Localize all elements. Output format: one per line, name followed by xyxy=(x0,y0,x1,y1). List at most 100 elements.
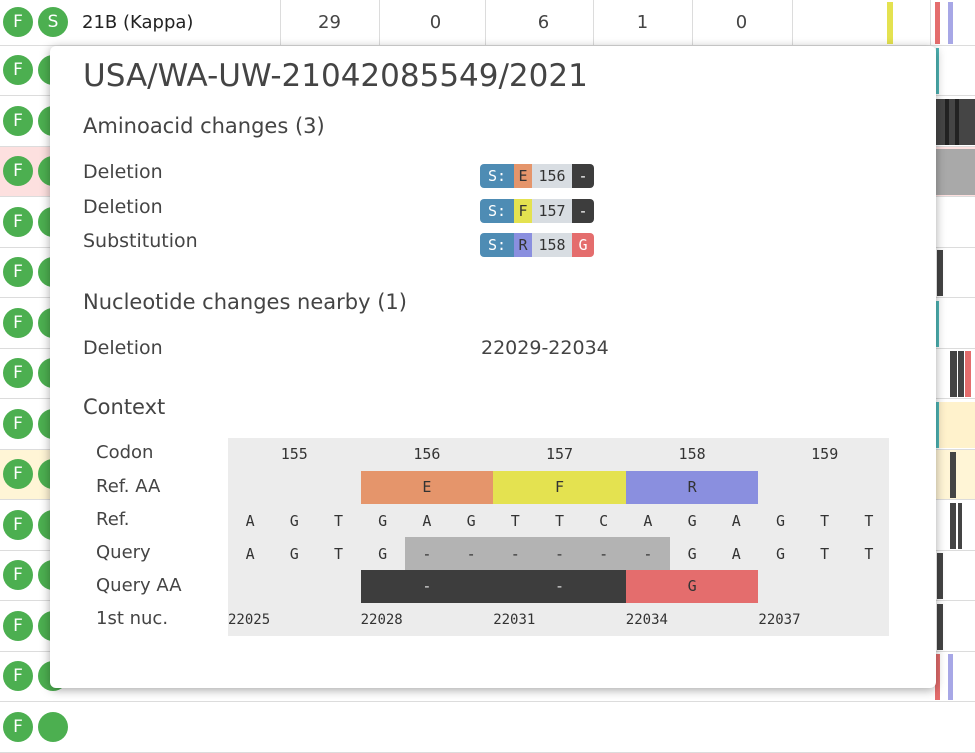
aa-position-label: 158 xyxy=(532,233,572,257)
query-aa-block: - xyxy=(493,570,626,603)
column-divider xyxy=(379,0,380,45)
qc-badge-f[interactable]: F xyxy=(3,459,33,489)
qc-badge-s[interactable]: S xyxy=(38,7,68,37)
qc-badge-f[interactable]: F xyxy=(3,711,33,742)
aa-change-type: Substitution xyxy=(83,230,198,252)
context-grid: 155 156 157 158 159 E F R A G T G A G T T C A G A G T T A G T G - - -… xyxy=(228,438,889,636)
aa-change-badge[interactable]: S: R 158 G xyxy=(480,233,594,257)
mutation-marker xyxy=(936,149,975,195)
qc-badge-f[interactable]: F xyxy=(3,307,33,338)
aa-ref-label: R xyxy=(514,233,532,257)
value-cell: 6 xyxy=(537,12,550,33)
context-label-query: Query xyxy=(96,542,151,563)
query-nucleotide: - xyxy=(466,545,476,563)
qc-badge-f[interactable]: F xyxy=(3,257,33,287)
ref-aa-block: F xyxy=(493,471,626,504)
qc-badge-f[interactable]: F xyxy=(3,509,33,540)
sequence-name-title: USA/WA-UW-21042085549/2021 xyxy=(83,58,588,94)
mutation-marker xyxy=(948,654,953,700)
table-row[interactable]: F S 21B (Kappa) 29 0 6 1 0 xyxy=(0,0,975,46)
first-nuc-position: 22034 xyxy=(625,612,668,628)
nuc-change-range: 22029-22034 xyxy=(481,337,609,359)
qc-badge-f[interactable]: F xyxy=(3,55,33,85)
ref-nucleotide: G xyxy=(466,512,476,530)
ref-nucleotide: T xyxy=(820,512,830,530)
qc-badge-f[interactable]: F xyxy=(3,7,33,37)
value-cell: 1 xyxy=(636,12,649,33)
mutation-marker xyxy=(935,2,940,44)
mutation-marker xyxy=(935,654,940,700)
ref-nucleotide: T xyxy=(510,512,520,530)
aa-ref-label: E xyxy=(514,164,532,188)
aa-ref-label: F xyxy=(514,199,532,223)
query-nucleotide: A xyxy=(245,545,255,563)
mutation-marker xyxy=(950,452,956,498)
context-label-query-aa: Query AA xyxy=(96,575,182,596)
query-nucleotide: T xyxy=(333,545,343,563)
mutation-marker xyxy=(937,553,943,599)
qc-badge-f[interactable]: F xyxy=(3,661,33,691)
query-nucleotide: G xyxy=(378,545,388,563)
mutation-marker xyxy=(945,98,949,145)
deletion-gap-region xyxy=(404,537,670,570)
ref-aa-block: R xyxy=(625,471,759,504)
qc-badge-f[interactable]: F xyxy=(3,408,33,439)
query-nucleotide: G xyxy=(289,545,299,563)
table-row[interactable]: F xyxy=(0,702,975,753)
sequence-tooltip: USA/WA-UW-21042085549/2021 Aminoacid cha… xyxy=(50,46,936,688)
value-cell: 29 xyxy=(318,12,341,33)
qc-badge-partial[interactable] xyxy=(38,711,68,742)
aa-position-label: 157 xyxy=(532,199,572,223)
ref-nucleotide: T xyxy=(554,512,564,530)
first-nuc-position: 22028 xyxy=(360,612,403,628)
aa-change-badge[interactable]: S: F 157- xyxy=(480,199,594,223)
mutation-marker xyxy=(955,98,959,145)
query-nucleotide: - xyxy=(554,545,564,563)
aa-gene-label: S: xyxy=(480,164,514,188)
query-nucleotide: G xyxy=(687,545,697,563)
aa-change-badge[interactable]: S: E 156- xyxy=(480,164,594,188)
qc-badge-f[interactable]: F xyxy=(3,206,33,237)
qc-badge-f[interactable]: F xyxy=(3,560,33,590)
query-nucleotide: - xyxy=(643,545,653,563)
codon-number: 159 xyxy=(811,445,839,463)
mutation-marker xyxy=(936,48,939,94)
ref-nucleotide: A xyxy=(422,512,432,530)
nuc-change-type: Deletion xyxy=(83,337,163,359)
column-divider xyxy=(280,0,281,45)
context-label-codon: Codon xyxy=(96,442,154,463)
query-nucleotide: T xyxy=(864,545,874,563)
qc-badge-f[interactable]: F xyxy=(3,156,33,186)
ref-nucleotide: G xyxy=(289,512,299,530)
aa-query-label: - xyxy=(572,164,594,188)
aa-query-label: G xyxy=(572,233,594,257)
first-nuc-position: 22037 xyxy=(758,612,801,628)
ref-nucleotide: G xyxy=(378,512,388,530)
column-divider xyxy=(692,0,693,45)
qc-badge-f[interactable]: F xyxy=(3,105,33,136)
ref-nucleotide: T xyxy=(333,512,343,530)
mutation-marker xyxy=(948,2,953,44)
mutation-marker xyxy=(936,300,939,347)
query-aa-block: G xyxy=(625,570,759,603)
ref-nucleotide: C xyxy=(599,512,609,530)
codon-number: 157 xyxy=(545,445,574,463)
column-divider xyxy=(930,0,931,45)
nuc-changes-heading: Nucleotide changes nearby (1) xyxy=(83,290,407,314)
query-nucleotide: - xyxy=(599,545,609,563)
qc-badge-f[interactable]: F xyxy=(3,358,33,388)
query-nucleotide: - xyxy=(510,545,520,563)
codon-number: 158 xyxy=(678,445,706,463)
ref-nucleotide: G xyxy=(687,512,697,530)
qc-badge-f[interactable]: F xyxy=(3,610,33,641)
query-nucleotide: G xyxy=(775,545,785,563)
first-nuc-position: 22031 xyxy=(493,612,536,628)
aa-query-label: - xyxy=(572,199,594,223)
mutation-marker xyxy=(936,401,939,448)
ref-nucleotide: G xyxy=(775,512,785,530)
aa-gene-label: S: xyxy=(480,233,514,257)
mutation-marker xyxy=(887,2,893,44)
mutation-marker xyxy=(937,603,943,650)
aa-changes-heading: Aminoacid changes (3) xyxy=(83,114,325,138)
column-divider xyxy=(792,0,793,45)
